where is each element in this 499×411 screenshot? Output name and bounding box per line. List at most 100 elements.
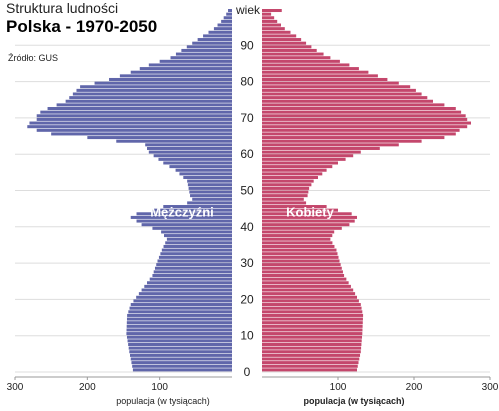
bar-male — [132, 364, 232, 368]
bar-male — [145, 143, 232, 147]
bar-male — [192, 197, 232, 201]
bar-female — [262, 223, 350, 227]
bar-male — [161, 230, 232, 234]
bar-male — [144, 284, 232, 288]
bar-male — [94, 81, 232, 85]
bar-female — [262, 96, 428, 100]
bar-female — [262, 263, 341, 267]
bar-female — [262, 30, 291, 34]
bar-female — [262, 295, 357, 299]
bar-female — [262, 48, 317, 52]
bar-female — [262, 128, 460, 132]
bar-female — [262, 234, 333, 238]
bar-female — [262, 27, 285, 31]
bar-female — [262, 332, 363, 336]
bar-male — [213, 27, 232, 31]
bar-male — [128, 310, 232, 314]
bar-male — [130, 353, 232, 357]
age-tick-label: 10 — [240, 329, 254, 343]
bar-male — [170, 56, 232, 60]
bar-male — [131, 361, 232, 365]
bar-female — [262, 99, 433, 103]
bar-female — [262, 335, 363, 339]
bar-female — [262, 165, 333, 169]
bar-male — [126, 328, 232, 332]
bar-female — [262, 357, 360, 361]
bar-female — [262, 85, 411, 89]
bar-male — [187, 201, 232, 205]
bar-male — [109, 77, 232, 81]
bar-female — [262, 74, 378, 78]
bar-female — [262, 252, 338, 256]
bar-male — [147, 146, 232, 150]
bar-female — [262, 321, 363, 325]
bar-male — [65, 99, 232, 103]
bar-male — [129, 350, 232, 354]
bar-male — [217, 23, 232, 27]
bar-male — [197, 38, 232, 42]
age-axis-label: wiek — [235, 3, 261, 17]
bar-male — [163, 161, 232, 165]
bar-male — [56, 103, 232, 107]
bar-male — [152, 226, 232, 230]
bar-female — [262, 353, 361, 357]
bar-female — [262, 114, 466, 118]
bar-female — [262, 143, 399, 147]
bar-male — [126, 332, 232, 336]
bar-female — [262, 194, 308, 198]
bar-male — [158, 255, 232, 259]
bar-male — [163, 244, 232, 248]
age-tick-label: 0 — [244, 365, 251, 379]
bar-male — [159, 59, 232, 63]
x-axis-label-right: populacja (w tysiącach) — [303, 396, 404, 406]
bar-female — [262, 364, 358, 368]
x-tick-label-left: 100 — [151, 382, 168, 393]
bar-male — [119, 74, 232, 78]
bar-female — [262, 310, 363, 314]
bar-female — [262, 219, 355, 223]
bar-male — [208, 30, 232, 34]
source-label: Źródło: GUS — [8, 53, 59, 63]
bar-female — [262, 350, 361, 354]
bar-female — [262, 70, 369, 74]
bar-female — [262, 179, 314, 183]
bar-male — [47, 107, 232, 111]
bar-male — [130, 70, 232, 74]
bar-male — [80, 85, 232, 89]
bar-male — [36, 128, 233, 132]
bar-female — [262, 19, 278, 23]
bar-male — [187, 183, 232, 187]
bar-female — [262, 146, 380, 150]
bar-male — [136, 219, 232, 223]
chart-title: Polska - 1970-2050 — [6, 17, 158, 36]
age-tick-label: 70 — [240, 111, 254, 125]
bar-female — [262, 277, 347, 281]
bar-female — [262, 136, 445, 140]
x-tick-label-right: 300 — [482, 382, 499, 393]
bar-male — [36, 114, 233, 118]
bar-male — [203, 34, 232, 38]
bar-female — [262, 190, 309, 194]
bar-male — [221, 19, 232, 23]
bar-male — [129, 306, 232, 310]
bar-female — [262, 292, 356, 296]
bar-female — [262, 56, 331, 60]
bar-female — [262, 288, 354, 292]
bar-male — [223, 16, 232, 20]
bar-female — [262, 201, 307, 205]
bar-female — [262, 183, 312, 187]
bar-male — [187, 179, 232, 183]
bar-female — [262, 368, 357, 372]
bar-male — [128, 346, 232, 350]
bar-female — [262, 306, 362, 310]
bar-female — [262, 23, 281, 27]
bar-female — [262, 259, 340, 263]
bar-male — [127, 313, 232, 317]
bar-female — [262, 154, 354, 158]
bar-female — [262, 121, 471, 125]
bar-male — [132, 368, 232, 372]
bar-female — [262, 255, 339, 259]
bar-male — [181, 48, 232, 52]
bar-female — [262, 346, 362, 350]
bar-female — [262, 34, 297, 38]
